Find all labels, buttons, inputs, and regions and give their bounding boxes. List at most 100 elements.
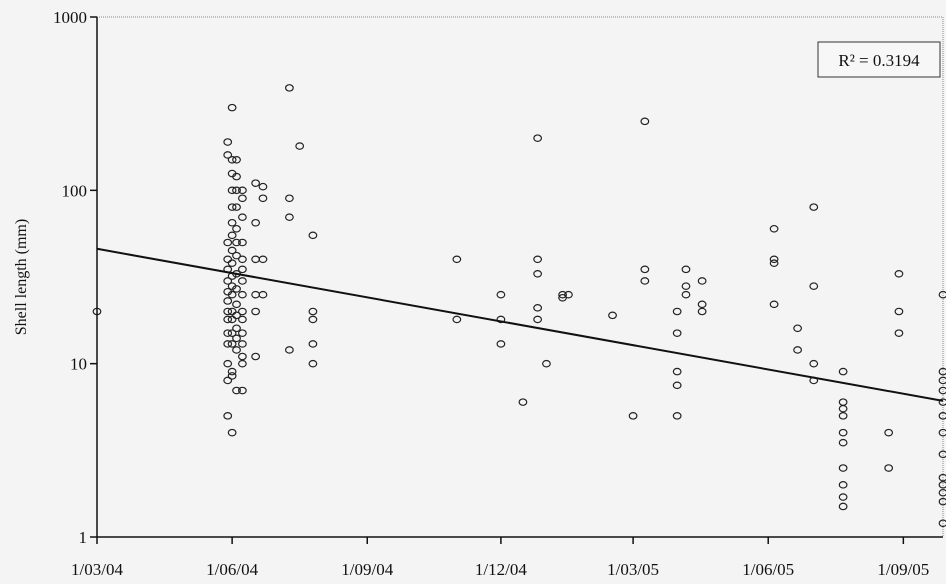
- data-point: [238, 307, 247, 316]
- data-point: [308, 315, 318, 324]
- data-point: [938, 367, 946, 376]
- data-point: [227, 218, 237, 227]
- data-point: [608, 311, 617, 320]
- data-point: [793, 324, 802, 333]
- data-point: [838, 502, 848, 511]
- data-point: [884, 428, 894, 437]
- data-point: [223, 376, 233, 385]
- r-squared-label: R² = 0.3194: [838, 51, 920, 70]
- data-point: [938, 481, 946, 489]
- data-point: [308, 307, 318, 316]
- data-point: [258, 290, 268, 299]
- data-point: [672, 367, 682, 376]
- data-point: [838, 398, 848, 406]
- data-point: [681, 290, 691, 299]
- data-point: [558, 290, 567, 299]
- data-point: [223, 138, 233, 146]
- data-point: [938, 497, 946, 506]
- data-point: [308, 340, 318, 348]
- data-point: [518, 398, 528, 406]
- data-point: [452, 315, 462, 324]
- data-point: [938, 376, 946, 385]
- data-point: [769, 224, 779, 233]
- y-tick-label: 1000: [53, 8, 87, 27]
- data-point: [894, 307, 904, 316]
- data-point: [227, 203, 237, 211]
- data-point: [697, 277, 707, 285]
- x-tick-label: 1/03/04: [71, 560, 123, 579]
- data-point: [628, 412, 638, 420]
- data-point: [809, 203, 819, 211]
- data-point: [227, 315, 237, 324]
- data-point: [769, 255, 779, 264]
- data-point: [838, 412, 848, 420]
- data-point: [232, 224, 241, 233]
- data-point: [238, 213, 247, 221]
- data-point: [223, 238, 233, 247]
- data-point: [533, 304, 543, 312]
- data-point: [672, 381, 682, 390]
- data-point: [232, 172, 241, 181]
- data-point: [838, 464, 848, 472]
- data-point: [238, 265, 247, 274]
- data-point: [232, 334, 241, 343]
- data-point: [938, 386, 946, 395]
- data-point: [232, 251, 241, 260]
- data-point: [308, 231, 318, 240]
- data-point: [223, 359, 233, 368]
- data-point: [681, 265, 691, 274]
- data-point: [938, 488, 946, 497]
- data-point: [681, 282, 691, 290]
- data-point: [227, 246, 237, 255]
- x-tick-label: 1/06/05: [742, 560, 794, 579]
- y-axis-ticks: 1 10 100 1000: [53, 8, 97, 547]
- data-point: [938, 398, 946, 406]
- data-point: [496, 340, 506, 348]
- data-point: [894, 269, 904, 278]
- data-point: [894, 329, 904, 337]
- data-point: [285, 346, 294, 354]
- plot-area: [96, 16, 944, 538]
- data-point: [238, 352, 247, 361]
- data-point: [227, 231, 237, 240]
- data-point: [838, 367, 848, 376]
- data-point: [227, 259, 237, 267]
- data-point: [227, 290, 237, 299]
- data-point: [258, 194, 268, 203]
- data-point: [232, 300, 241, 309]
- data-point: [285, 194, 294, 203]
- data-point: [238, 329, 247, 337]
- x-tick-label: 1/06/04: [206, 560, 258, 579]
- data-point: [251, 179, 261, 187]
- data-point: [251, 352, 261, 361]
- data-point: [238, 194, 247, 203]
- data-point: [227, 103, 237, 112]
- data-point: [223, 277, 233, 285]
- data-point: [838, 481, 848, 489]
- data-point: [238, 386, 247, 395]
- data-point: [285, 213, 294, 221]
- data-point: [938, 473, 946, 482]
- data-point: [238, 277, 247, 285]
- data-point: [227, 186, 237, 195]
- data-point: [258, 182, 268, 191]
- x-tick-label: 1/12/04: [475, 560, 527, 579]
- data-point: [533, 134, 543, 142]
- data-point: [533, 255, 543, 264]
- data-point: [938, 428, 946, 437]
- data-point: [452, 255, 462, 264]
- data-point: [223, 315, 233, 324]
- data-point: [223, 297, 233, 305]
- x-tick-label: 1/09/04: [341, 560, 393, 579]
- data-point: [564, 290, 573, 299]
- data-point: [232, 238, 241, 247]
- y-tick-label: 10: [70, 355, 87, 374]
- data-point: [238, 290, 247, 299]
- data-point: [223, 340, 233, 348]
- data-point: [227, 428, 237, 437]
- data-point: [238, 255, 247, 264]
- data-point: [238, 340, 247, 348]
- data-point: [533, 315, 543, 324]
- data-point: [838, 493, 848, 501]
- data-point: [232, 203, 241, 211]
